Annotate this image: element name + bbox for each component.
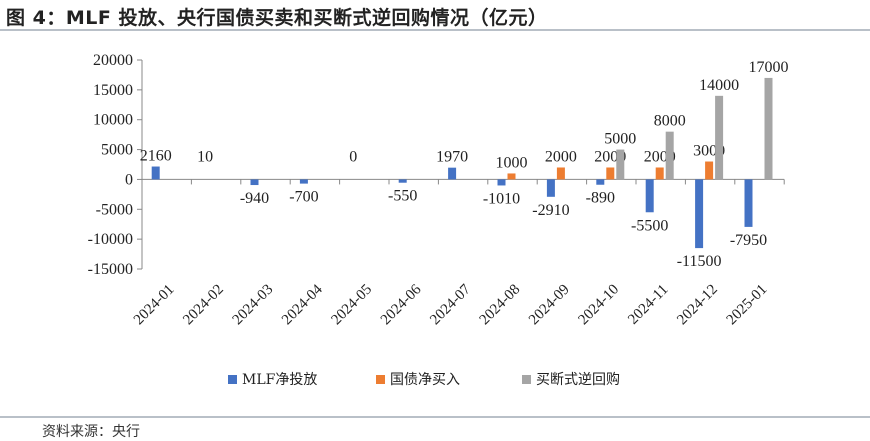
bar-bond [507,173,516,180]
legend-swatch-bond [376,374,385,384]
data-label: -940 [240,190,269,207]
x-tick-label: 2024-05 [328,282,375,329]
x-tick-label: 2024-07 [427,281,474,328]
data-label: 2000 [545,148,577,165]
data-label: 8000 [654,113,686,130]
legend-label-repo: 买断式逆回购 [536,372,620,388]
bar-mlf [299,179,308,184]
legend-label-bond: 国债净买入 [390,372,460,388]
bar-mlf [645,179,654,213]
bar-mlf [151,166,160,180]
data-label: -2910 [532,202,569,219]
x-tick-label: 2024-02 [180,282,227,329]
bar-chart: 20000150001000050000-5000-10000-15000202… [88,52,789,329]
x-tick-label: 2024-01 [131,282,178,329]
data-label: 1000 [496,154,528,171]
data-label: -1010 [483,190,520,207]
y-tick-label: 0 [125,171,133,188]
bar-mlf [497,179,506,186]
x-tick-label: 2024-12 [674,282,721,329]
legend-swatch-repo [522,374,531,384]
bar-repo [764,77,773,180]
legend-item-repo: 买断式逆回购 [522,369,620,389]
x-tick-label: 2025-01 [724,282,771,329]
bar-bond [705,161,714,180]
bar-repo [616,149,625,180]
data-label: 2160 [140,148,172,165]
x-tick-label: 2024-06 [378,281,425,328]
data-label: -890 [586,190,615,207]
data-label: 1970 [436,149,468,166]
x-tick-label: 2024-09 [526,282,573,329]
data-label: 5000 [604,131,636,148]
legend-label-mlf: MLF净投放 [242,372,318,388]
y-tick-label: 15000 [93,82,133,99]
x-tick-label: 2024-11 [625,282,671,328]
data-label: 17000 [749,59,789,76]
y-tick-label: 5000 [101,142,133,159]
bar-mlf [250,179,259,186]
bar-mlf [596,179,605,185]
footer-divider [0,416,870,418]
bar-mlf [546,179,555,197]
data-label: -700 [289,189,318,206]
data-label: -11500 [677,253,722,270]
figure-title: 图 4：MLF 投放、央行国债买卖和买断式逆回购情况（亿元） [6,7,548,29]
y-tick-label: -5000 [96,201,133,218]
data-label: -7950 [730,232,767,249]
bar-repo [665,131,674,180]
legend-item-bond: 国债净买入 [376,369,460,389]
legend-swatch-mlf [228,374,237,384]
data-label: -5500 [631,217,668,234]
data-label: 0 [349,148,357,165]
bar-repo [715,95,724,180]
legend-item-mlf: MLF净投放 [228,369,317,389]
y-tick-label: -15000 [88,261,133,278]
bar-mlf [448,167,457,180]
bar-bond [655,167,664,180]
bar-mlf [695,179,704,249]
y-tick-label: 10000 [93,112,133,129]
x-tick-label: 2024-10 [575,282,622,329]
data-label: 14000 [699,77,739,94]
bar-bond [606,167,615,180]
y-tick-label: -10000 [88,231,133,248]
title-divider [0,29,870,31]
x-tick-label: 2024-08 [477,282,524,329]
data-label: 10 [197,148,213,165]
bar-mlf [398,179,407,183]
x-tick-label: 2024-03 [230,282,277,329]
y-tick-label: 20000 [93,52,133,69]
bar-bond [556,167,565,180]
bar-mlf [744,179,753,227]
source-note: 资料来源：央行 [42,424,140,440]
data-label: -550 [388,188,417,205]
x-tick-label: 2024-04 [279,281,326,328]
